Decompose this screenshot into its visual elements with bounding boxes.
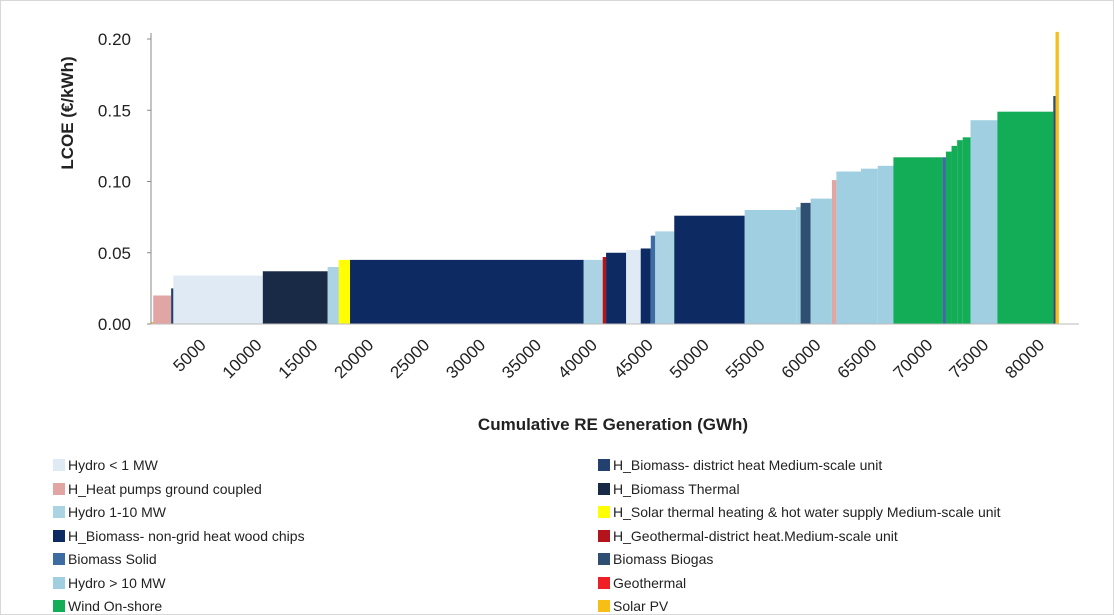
bar-segment-22: [860, 168, 878, 324]
bar-segment-14: [655, 231, 675, 325]
bar-segment-10: [606, 252, 627, 324]
bar-segment-13: [650, 235, 656, 324]
bar-segment-6: [338, 259, 351, 325]
bar-segment-7: [350, 259, 584, 325]
bar-segment-26: [945, 151, 952, 324]
x-tick-label-1: 10000: [219, 335, 266, 382]
x-tick-label-15: 80000: [1001, 335, 1048, 382]
x-tick-label-7: 40000: [554, 335, 601, 382]
x-tick-label-3: 20000: [331, 335, 378, 382]
bar-segment-23: [877, 165, 894, 324]
bar-segment-4: [262, 271, 328, 324]
bar-segment-33: [1055, 31, 1059, 325]
bars-layer: [151, 31, 1059, 325]
bar-segment-5: [327, 267, 339, 324]
x-axis-title: Cumulative RE Generation (GWh): [478, 415, 748, 434]
bar-segment-17: [796, 207, 801, 324]
x-tick-label-0: 5000: [170, 335, 210, 375]
x-tick-label-6: 35000: [498, 335, 545, 382]
y-tick-label-0: 0.00: [98, 315, 131, 334]
x-tick-label-9: 50000: [666, 335, 713, 382]
bar-segment-24: [893, 157, 943, 324]
bar-segment-20: [831, 180, 837, 324]
x-tick-label-4: 25000: [386, 335, 433, 382]
bar-segment-29: [962, 137, 971, 324]
bar-segment-30: [970, 120, 998, 324]
bar-segment-2: [171, 288, 174, 325]
x-tick-label-12: 65000: [834, 335, 881, 382]
bar-segment-16: [744, 210, 797, 324]
bar-segment-9: [602, 257, 607, 324]
x-tick-label-8: 45000: [610, 335, 657, 382]
bar-segment-18: [800, 202, 811, 325]
bar-segment-19: [810, 198, 832, 324]
bar-segment-3: [173, 275, 263, 324]
x-tick-label-5: 30000: [442, 335, 489, 382]
x-tick-label-10: 55000: [722, 335, 769, 382]
y-tick-label-4: 0.20: [98, 30, 131, 49]
x-tick-label-11: 60000: [778, 335, 825, 382]
bar-segment-32: [1053, 96, 1056, 324]
bar-segment-15: [674, 215, 745, 324]
x-tick-label-14: 75000: [946, 335, 993, 382]
bar-segment-21: [836, 171, 861, 324]
bar-segment-31: [997, 111, 1054, 325]
x-tick-label-2: 15000: [275, 335, 322, 382]
bar-segment-27: [951, 145, 958, 325]
bar-segment-12: [640, 248, 651, 324]
bar-segment-28: [957, 140, 963, 324]
bar-segment-1: [153, 295, 172, 324]
x-tick-label-13: 70000: [890, 335, 937, 382]
y-tick-label-2: 0.10: [98, 173, 131, 192]
y-tick-label-1: 0.05: [98, 244, 131, 263]
y-tick-label-3: 0.15: [98, 101, 131, 120]
y-axis-title: LCOE (€/kWh): [58, 56, 77, 169]
bar-segment-25: [942, 157, 946, 324]
bar-segment-11: [626, 249, 641, 324]
bar-segment-8: [583, 259, 603, 325]
